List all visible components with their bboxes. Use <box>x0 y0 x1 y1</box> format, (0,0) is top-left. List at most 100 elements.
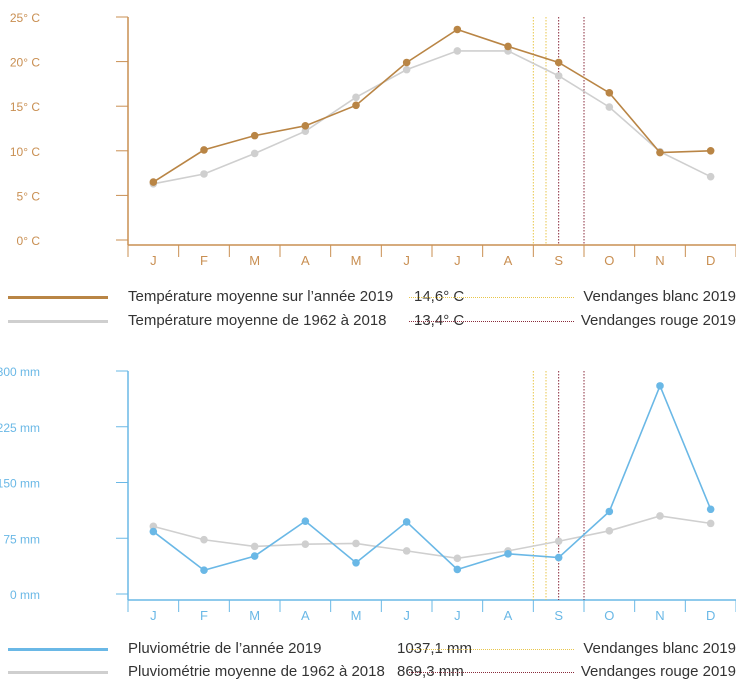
temp-series-2019-point <box>504 42 512 51</box>
temp-2019-label: Température moyenne sur l’année 2019 <box>128 288 394 305</box>
rain-legend-row-avg: Pluviométrie moyenne de 1962 à 2018 869,… <box>0 662 736 684</box>
temp-legend-row-2019: Température moyenne sur l’année 2019 14,… <box>0 287 736 309</box>
rain-series-avg-point <box>301 540 310 548</box>
temp-ytick-label: 15° C <box>10 100 40 114</box>
rain-xtick-label: F <box>200 608 208 623</box>
rain-xtick-label: N <box>655 608 664 623</box>
rain-series-avg-line <box>153 515 711 560</box>
vendanges-blanc-label-rain: Vendanges blanc 2019 <box>583 640 736 657</box>
temp-ytick-label: 0° C <box>17 234 41 248</box>
rain-xtick-label: A <box>301 608 310 623</box>
rain-series-2019-point <box>200 566 208 575</box>
temp-legend-row-avg: Température moyenne de 1962 à 2018 13,4°… <box>0 311 736 333</box>
temp-series-2019-point <box>706 147 715 155</box>
temp-series-2019-point <box>352 101 360 110</box>
temp-xtick-label: M <box>249 253 260 268</box>
rain-series-2019-point <box>352 558 360 567</box>
temp-series-2019-point <box>453 25 462 34</box>
temp-series-avg-line <box>153 50 712 185</box>
temp-series-2019-point <box>149 178 158 186</box>
temp-xtick-label: F <box>200 253 208 268</box>
rain-series-2019-point <box>453 565 462 574</box>
rain-series-avg-point <box>605 527 614 535</box>
rain-xtick-label: M <box>249 608 260 623</box>
rain-avg-label: Pluviométrie moyenne de 1962 à 2018 <box>128 663 385 680</box>
rain-series-avg-point <box>200 535 208 544</box>
rain-xtick-label: A <box>504 608 513 623</box>
rain-series-2019-point <box>706 505 715 514</box>
temp-2019-value: 14,6° C <box>414 288 465 305</box>
rain-series-avg-point <box>402 547 411 555</box>
temp-xtick-label: A <box>504 253 513 268</box>
temp-series-2019-point <box>656 148 664 157</box>
temp-series-avg-point <box>352 93 360 102</box>
rain-xtick-label: D <box>706 608 715 623</box>
rain-ytick-label: 75 mm <box>3 532 40 546</box>
rain-series-avg-point <box>706 519 715 528</box>
temp-xtick-label: A <box>301 253 310 268</box>
vendanges-rouge-label-rain: Vendanges rouge 2019 <box>580 663 736 680</box>
temp-xtick-label: D <box>706 253 715 268</box>
temp-series-2019-point <box>402 58 411 67</box>
rain-ytick-label: 0 mm <box>10 588 40 602</box>
temp-xtick-label: M <box>351 253 362 268</box>
temp-series-avg-point <box>706 172 715 181</box>
temp-series-2019-point <box>605 89 614 97</box>
temp-avg-value: 13,4° C <box>414 312 465 329</box>
rain-series-2019-point <box>402 518 411 526</box>
temp-xtick-label: O <box>604 253 614 268</box>
rain-xtick-label: O <box>604 608 614 623</box>
temp-series-2019-point <box>250 131 259 140</box>
temp-series-avg-point <box>453 47 462 55</box>
rain-xtick-label: J <box>150 608 157 623</box>
rain-series-2019-line <box>152 383 712 572</box>
temp-series-avg-point <box>301 127 310 135</box>
temp-series-2019-point <box>301 122 310 130</box>
temp-xtick-label: J <box>150 253 157 268</box>
temp-xtick-label: J <box>403 253 410 268</box>
temp-series-avg-point <box>200 170 208 178</box>
rain-series-avg-point <box>352 539 360 548</box>
temp-xtick-label: J <box>454 253 461 268</box>
rain-series-avg-point <box>554 537 563 546</box>
temp-xtick-label: N <box>655 253 664 268</box>
vendanges-rouge-swatch-rain <box>409 672 574 673</box>
rain-series-2019-point <box>301 517 310 525</box>
rain-ytick-label: 150 mm <box>0 477 40 491</box>
rain-legend-row-2019: Pluviométrie de l’année 2019 1037,1 mm V… <box>0 639 736 661</box>
rain-series-avg-point <box>453 554 462 563</box>
temp-ytick-label: 5° C <box>17 189 41 203</box>
rain-xtick-label: M <box>351 608 362 623</box>
temp-series-avg-point <box>250 149 259 158</box>
rain-avg-swatch <box>8 671 108 674</box>
rain-xtick-label: S <box>554 608 563 623</box>
rain-series-avg-point <box>149 522 158 531</box>
rain-series-2019-point <box>605 507 614 516</box>
vendanges-rouge-label: Vendanges rouge 2019 <box>580 312 736 329</box>
temp-series-2019-point <box>200 146 208 154</box>
temp-ytick-label: 25° C <box>10 11 40 25</box>
temp-ytick-label: 10° C <box>10 145 40 159</box>
temp-avg-swatch <box>8 320 108 323</box>
rain-2019-swatch <box>8 648 108 651</box>
vendanges-rouge-swatch <box>409 321 574 322</box>
rain-avg-value: 869,3 mm <box>397 663 464 680</box>
rain-series-2019-point <box>554 553 563 562</box>
rain-series-2019-point <box>504 550 512 558</box>
temp-series-2019-point <box>554 58 563 67</box>
temp-avg-label: Température moyenne de 1962 à 2018 <box>128 312 387 329</box>
temp-xtick-label: S <box>554 253 563 268</box>
rain-ytick-label: 300 mm <box>0 365 40 379</box>
rain-series-2019-point <box>250 552 259 560</box>
temp-series-2019-line <box>152 28 711 183</box>
rain-series-2019-point <box>149 527 158 536</box>
vendanges-blanc-swatch-rain <box>409 649 574 650</box>
temp-series-avg-point <box>402 65 411 74</box>
temp-series-avg-point <box>554 72 563 80</box>
rain-series-avg-point <box>656 512 664 520</box>
rain-series-avg-point <box>250 542 259 551</box>
rain-2019-label: Pluviométrie de l’année 2019 <box>128 640 322 657</box>
temp-2019-swatch <box>8 296 108 299</box>
temp-ytick-label: 20° C <box>10 56 40 70</box>
